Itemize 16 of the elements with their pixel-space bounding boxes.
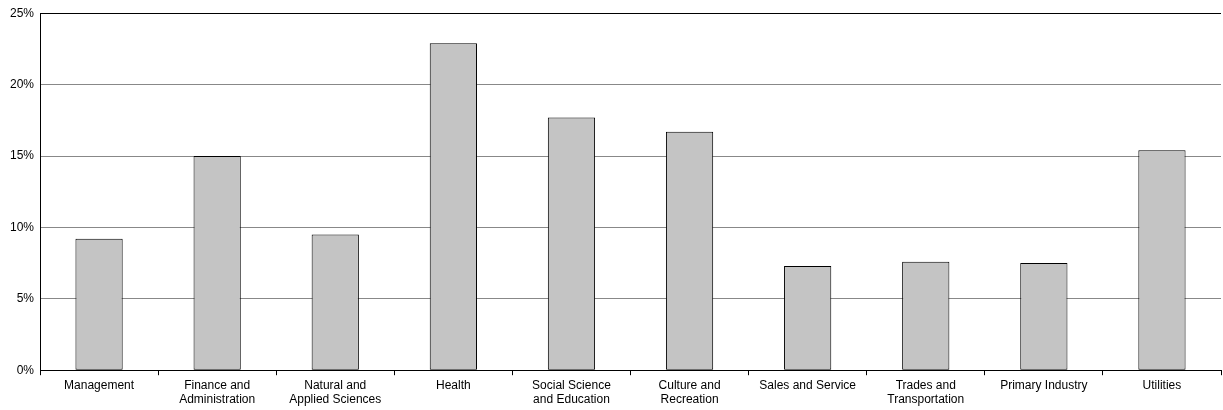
x-tick-label: Social Science and Education	[532, 377, 612, 407]
y-tick-label: 20%	[9, 76, 35, 91]
x-tick-label: Primary Industry	[1000, 377, 1088, 392]
x-tick-label: Finance and Administration	[179, 377, 256, 407]
x-tick-label: Management	[64, 377, 135, 392]
x-tick-label: Utilities	[1142, 377, 1182, 392]
x-tick-label: Natural and Applied Sciences	[289, 377, 382, 407]
x-tick-label: Culture and Recreation	[658, 377, 721, 407]
x-tick-label: Health	[436, 377, 471, 392]
y-tick-label: 15%	[9, 148, 35, 163]
x-tick-label: Sales and Service	[759, 377, 857, 392]
y-tick-label: 25%	[9, 5, 35, 20]
y-tick-label: 10%	[9, 219, 35, 234]
y-tick-label: 0%	[16, 362, 35, 377]
y-tick-label: 5%	[16, 291, 35, 306]
x-tick-label: Trades and Transportation	[887, 377, 965, 407]
